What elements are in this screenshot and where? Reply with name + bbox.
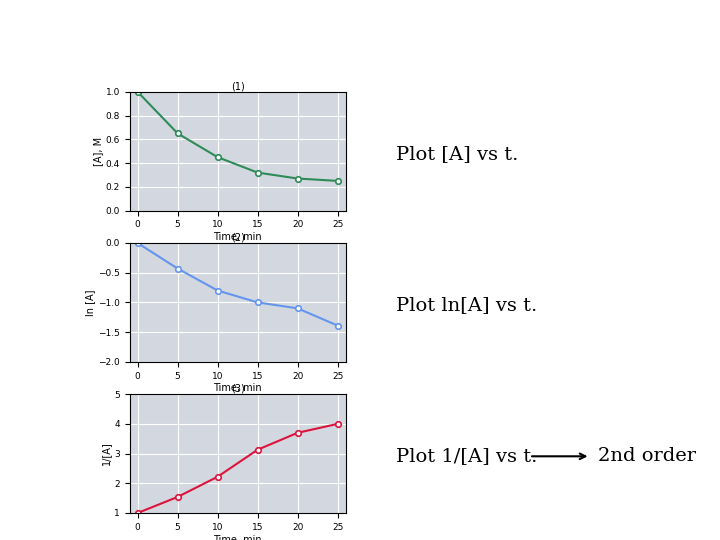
- Title: (1): (1): [230, 81, 245, 91]
- Text: Plot ln[A] vs t.: Plot ln[A] vs t.: [396, 296, 537, 314]
- X-axis label: Time, min: Time, min: [213, 232, 262, 242]
- Y-axis label: 1/[A]: 1/[A]: [102, 442, 112, 465]
- Title: (3): (3): [230, 383, 245, 394]
- Title: (2): (2): [230, 232, 245, 242]
- Text: Plot 1/[A] vs t.: Plot 1/[A] vs t.: [396, 447, 537, 465]
- X-axis label: Time, min: Time, min: [213, 535, 262, 540]
- X-axis label: Time, min: Time, min: [213, 383, 262, 393]
- Text: Testing for a Rate Law: Testing for a Rate Law: [184, 14, 536, 45]
- Y-axis label: ln [A]: ln [A]: [85, 289, 95, 316]
- Text: 2nd order: 2nd order: [598, 447, 696, 465]
- Y-axis label: [A], M: [A], M: [93, 137, 103, 166]
- Text: Plot [A] vs t.: Plot [A] vs t.: [396, 145, 518, 163]
